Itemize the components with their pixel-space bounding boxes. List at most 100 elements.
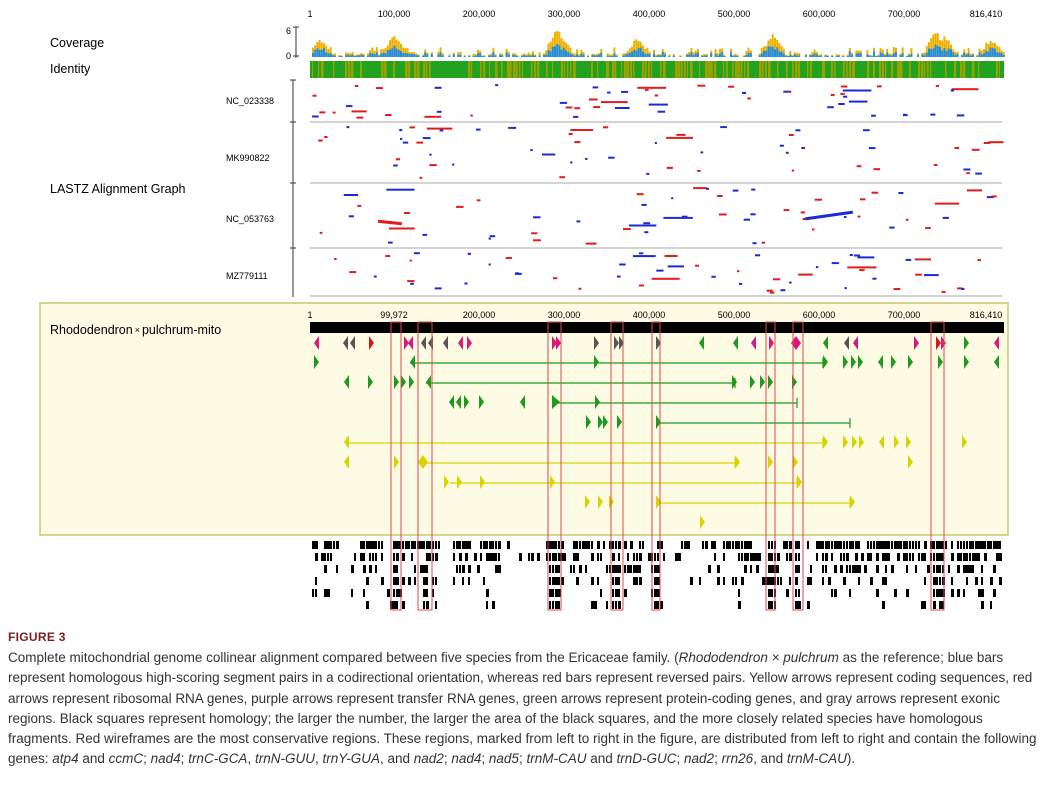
gene-arrow	[594, 336, 599, 350]
coverage-bar-blue	[820, 55, 823, 57]
coverage-bar-gold	[545, 50, 548, 57]
coverage-bar-blue	[437, 54, 440, 57]
identity-variant-stripe	[495, 61, 498, 78]
coverage-bar-blue	[672, 55, 675, 57]
homology-block	[426, 565, 428, 573]
coverage-bar-blue	[884, 55, 886, 57]
coverage-bar-blue	[576, 54, 578, 57]
coverage-bar-blue	[890, 55, 893, 57]
homology-block	[393, 565, 396, 573]
homology-block	[924, 601, 926, 609]
reverse-hsp	[693, 187, 708, 190]
coverage-bar-gold	[527, 52, 530, 57]
coverage-bar-blue	[347, 54, 350, 57]
coverage-bar-blue	[659, 55, 662, 57]
homology-block	[324, 565, 327, 573]
coverage-bar-gold	[835, 54, 838, 57]
homology-block	[960, 541, 962, 549]
forward-hsp	[805, 210, 854, 221]
reverse-hsp	[644, 88, 649, 91]
homology-block	[750, 541, 752, 549]
forward-hsp	[838, 103, 845, 105]
homology-block	[870, 541, 872, 549]
coverage-bar-blue	[329, 52, 332, 57]
coverage-bar-blue	[468, 56, 471, 57]
homology-block	[846, 565, 848, 573]
reference-species-label: Rhododendron × pulchrum-mito	[50, 323, 221, 337]
coverage-bar-gold	[633, 40, 636, 57]
forward-hsp	[732, 189, 739, 192]
homology-block	[831, 541, 833, 549]
forward-hsp	[495, 84, 499, 87]
homology-block	[453, 577, 455, 585]
homology-block	[414, 565, 416, 573]
identity-variant-stripe	[471, 61, 473, 78]
identity-variant-stripe	[708, 61, 711, 78]
coverage-bar-blue	[697, 52, 699, 57]
homology-block	[834, 589, 837, 597]
homology-block	[363, 553, 365, 561]
homology-block	[951, 589, 954, 597]
coverage-bar-blue	[967, 53, 970, 57]
reverse-hsp	[574, 141, 581, 144]
coverage-bar-gold	[743, 55, 746, 57]
reverse-hsp	[319, 111, 326, 114]
homology-block	[597, 553, 599, 561]
homology-block	[933, 565, 935, 573]
coverage-bar-blue	[837, 55, 840, 57]
homology-block	[639, 577, 642, 585]
homology-block	[423, 577, 426, 585]
identity-variant-stripe	[909, 61, 911, 78]
gene-arrow	[964, 336, 969, 350]
homology-block	[597, 577, 599, 585]
homology-block	[579, 541, 581, 549]
coverage-bar-blue	[538, 55, 541, 57]
reverse-hsp	[856, 165, 862, 168]
homology-block	[867, 553, 870, 561]
coverage-bar-blue	[776, 47, 779, 57]
homology-block	[336, 565, 338, 573]
forward-hsp	[393, 164, 398, 167]
homology-block	[624, 589, 627, 597]
homology-block	[957, 553, 960, 561]
homology-block	[771, 553, 773, 561]
homology-block	[618, 601, 621, 609]
homology-block	[351, 589, 353, 597]
identity-variant-stripe	[918, 61, 921, 78]
forward-hsp	[667, 265, 684, 268]
homology-block	[423, 541, 425, 549]
reverse-hsp	[376, 87, 383, 90]
homology-block	[996, 553, 999, 561]
homology-block	[858, 541, 860, 549]
homology-block	[843, 553, 845, 561]
homology-block	[951, 553, 954, 561]
forward-hsp	[644, 231, 649, 234]
homology-block	[798, 541, 800, 549]
identity-variant-stripe	[765, 61, 767, 78]
coverage-bar-gold	[998, 47, 1001, 57]
homology-block	[933, 577, 936, 585]
homology-block	[771, 601, 773, 609]
homology-block	[771, 577, 774, 585]
species-label: MK990822	[226, 153, 270, 163]
coverage-bar-blue	[736, 55, 739, 57]
coverage-bar-blue	[477, 53, 479, 57]
identity-track	[310, 61, 1004, 78]
caption-text-run: Complete mitochondrial genome collinear …	[8, 650, 679, 665]
homology-block	[936, 553, 939, 561]
coverage-bar-blue	[815, 54, 818, 57]
homology-block	[657, 601, 659, 609]
gene-arrow	[700, 515, 705, 529]
homology-block	[939, 601, 942, 609]
coverage-bar-gold	[747, 47, 750, 57]
forward-hsp	[467, 252, 471, 255]
homology-block	[432, 541, 434, 549]
homology-block	[324, 541, 327, 549]
reverse-hsp	[638, 284, 644, 287]
gene-arrow	[962, 435, 967, 449]
coverage-bar-blue	[378, 55, 380, 57]
reference-track-background	[39, 302, 1009, 536]
coverage-bar-blue	[356, 55, 358, 57]
reverse-hsp	[351, 110, 367, 113]
reverse-hsp	[585, 242, 597, 245]
